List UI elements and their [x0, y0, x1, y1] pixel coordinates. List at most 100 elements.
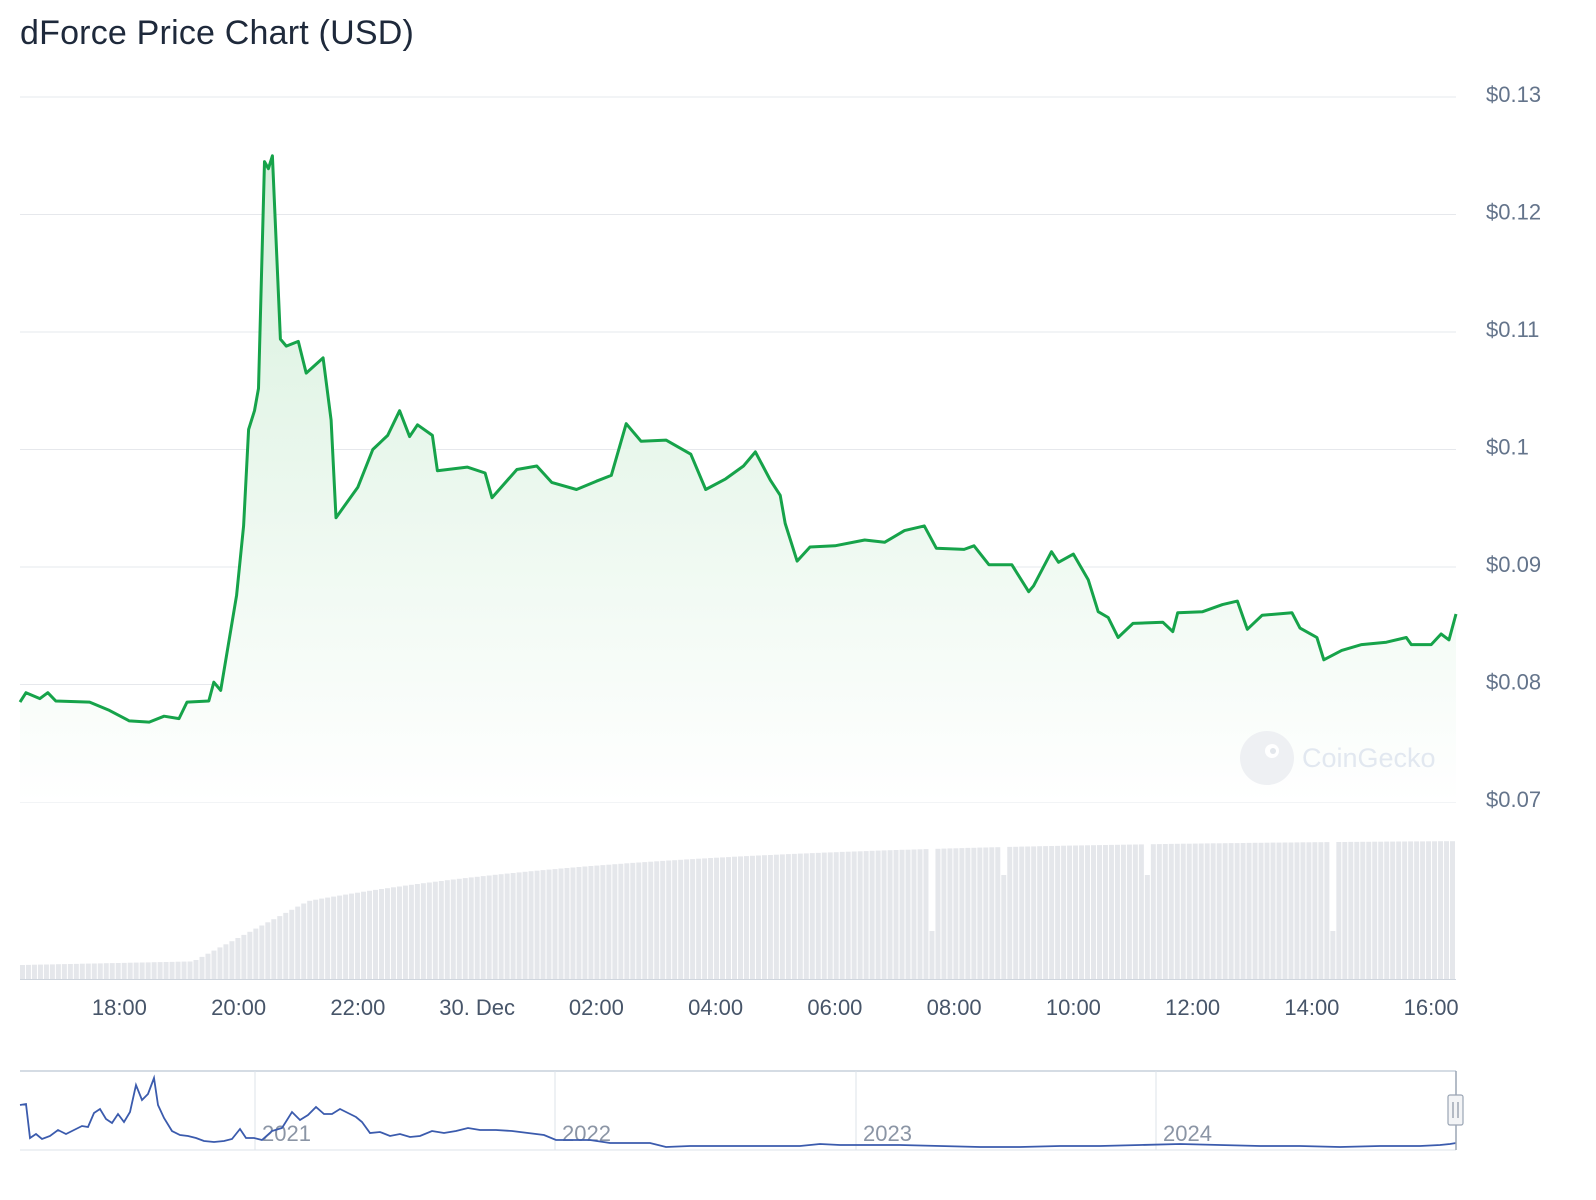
volume-bar [648, 861, 654, 979]
volume-bar [1438, 841, 1444, 979]
x-tick-label: 22:00 [330, 995, 385, 1020]
volume-bar [522, 871, 528, 979]
volume-bar [1390, 841, 1396, 979]
volume-bar [217, 947, 223, 979]
volume-bar [1150, 844, 1156, 979]
volume-bar [935, 848, 941, 979]
volume-bar [426, 882, 432, 979]
volume-bar [468, 877, 474, 979]
volume-bar [301, 903, 307, 979]
volume-bar [1216, 843, 1222, 979]
navigator-handle[interactable] [1447, 1094, 1464, 1126]
volume-bar [1402, 841, 1408, 979]
volume-bar [384, 888, 390, 979]
volume-bar [1432, 841, 1438, 979]
x-tick-label: 16:00 [1404, 995, 1459, 1020]
volume-bar [815, 852, 821, 979]
volume-bar [1126, 844, 1132, 979]
volume-bar [1318, 842, 1324, 979]
volume-bar [696, 858, 702, 979]
volume-bar [1408, 841, 1414, 979]
volume-bar [678, 859, 684, 979]
volume-bar [229, 941, 235, 979]
y-tick-label: $0.12 [1486, 199, 1541, 224]
volume-bar [516, 872, 522, 979]
volume-bar [624, 863, 630, 979]
volume-bar [313, 899, 319, 979]
x-tick-label: 30. Dec [439, 995, 515, 1020]
volume-bar [109, 963, 115, 979]
volume-bar [1264, 842, 1270, 979]
volume-bar [444, 880, 450, 979]
volume-bar [953, 848, 959, 979]
range-navigator[interactable]: 2021 2022 2023 2024 [19, 1070, 1464, 1151]
volume-bar [337, 895, 343, 979]
volume-bar [1055, 845, 1061, 979]
volume-bar [797, 853, 803, 979]
x-tick-label: 18:00 [92, 995, 147, 1020]
volume-bar [367, 890, 373, 979]
volume-bar [67, 964, 73, 979]
volume-bar [1246, 842, 1252, 979]
volume-bar [1348, 841, 1354, 979]
volume-bar [61, 964, 67, 979]
volume-bar [1067, 845, 1073, 979]
volume-bar [349, 893, 355, 979]
volume-bar [1204, 843, 1210, 979]
volume-bar [211, 950, 217, 979]
volume-bar [1270, 842, 1276, 979]
y-tick-label: $0.11 [1486, 317, 1539, 342]
volume-bar [85, 963, 91, 979]
volume-bar [1043, 846, 1049, 979]
y-tick-label: $0.08 [1486, 669, 1541, 694]
y-tick-label: $0.13 [1486, 82, 1541, 107]
volume-bar [223, 944, 229, 979]
volume-bar [319, 898, 325, 979]
coingecko-watermark: CoinGecko [1240, 731, 1436, 785]
volume-bar [1366, 841, 1372, 979]
volume-bar [546, 869, 552, 979]
volume-bar [390, 887, 396, 979]
x-axis: 18:00 20:00 22:00 30. Dec 02:00 04:00 06:00 08:… [92, 995, 1459, 1020]
volume-bar [714, 857, 720, 979]
volume-bar [1420, 841, 1426, 979]
volume-bar [636, 862, 642, 979]
gecko-logo-icon [1240, 731, 1294, 785]
volume-bar [612, 864, 618, 979]
volume-bar [139, 962, 145, 979]
volume-bar [79, 963, 85, 979]
volume-bar [151, 962, 157, 979]
volume-bar [1007, 846, 1013, 979]
x-tick-label: 14:00 [1284, 995, 1339, 1020]
volume-bar [175, 961, 181, 979]
volume-bar [821, 852, 827, 979]
volume-bar [767, 855, 773, 979]
volume-bar [462, 878, 468, 979]
page-title: dForce Price Chart (USD) [20, 14, 414, 52]
volume-bar [1049, 846, 1055, 979]
price-line [18, 154, 1458, 724]
y-tick-label: $0.09 [1486, 552, 1541, 577]
volume-bar [91, 963, 97, 979]
volume-bar [295, 906, 301, 979]
volume-bar [1186, 843, 1192, 979]
volume-bar [1360, 841, 1366, 979]
volume-bar [235, 938, 241, 979]
volume-bar [49, 964, 55, 979]
volume-bar [600, 865, 606, 979]
volume-bar [1097, 845, 1102, 979]
x-tick-label: 04:00 [688, 995, 743, 1020]
volume-bar [396, 886, 402, 979]
volume-bar [558, 868, 564, 979]
volume-bar [582, 866, 588, 979]
volume-bar [361, 891, 367, 979]
volume-bar [588, 866, 594, 979]
volume-bar [1276, 842, 1282, 979]
volume-bar [402, 885, 408, 979]
volume-bar [1384, 841, 1390, 979]
volume-bar [827, 852, 833, 979]
volume-bar [1198, 843, 1204, 979]
volume-bar [492, 874, 498, 979]
volume-bar [1396, 841, 1402, 979]
volume-bar [247, 931, 253, 979]
